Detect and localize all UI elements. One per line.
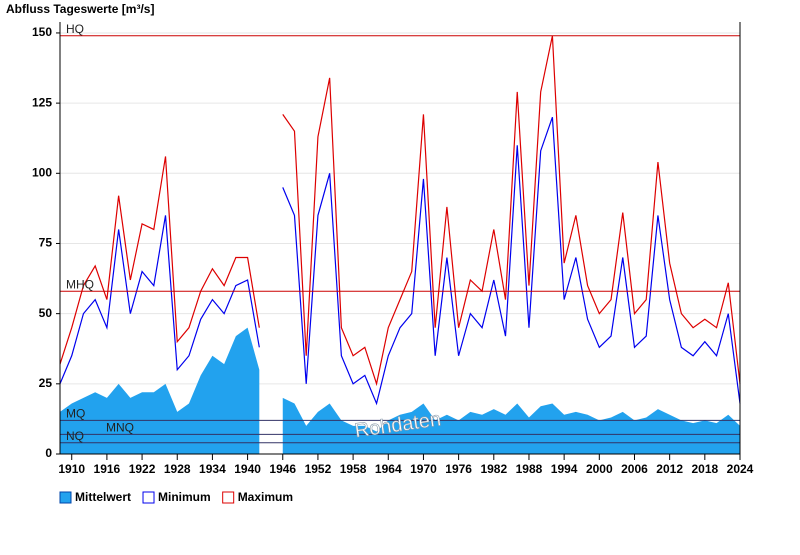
legend-label: Minimum xyxy=(158,490,211,504)
reference-label: MQ xyxy=(66,406,85,420)
x-tick-label: 1910 xyxy=(58,462,85,476)
x-tick-label: 2000 xyxy=(586,462,613,476)
reference-label: NQ xyxy=(66,429,84,443)
x-tick-label: 1976 xyxy=(445,462,472,476)
legend-item: Mittelwert xyxy=(59,490,131,504)
mean-area xyxy=(60,327,740,454)
y-tick-label: 150 xyxy=(32,25,52,39)
legend-swatch xyxy=(222,491,235,504)
legend-label: Maximum xyxy=(238,490,293,504)
legend-label: Mittelwert xyxy=(75,490,131,504)
x-tick-label: 1916 xyxy=(94,462,121,476)
y-tick-label: 75 xyxy=(39,236,53,250)
x-tick-label: 1982 xyxy=(480,462,507,476)
x-tick-label: 1988 xyxy=(516,462,543,476)
y-tick-label: 25 xyxy=(39,376,53,390)
x-tick-label: 1934 xyxy=(199,462,226,476)
legend-swatch xyxy=(59,491,72,504)
x-tick-label: 2012 xyxy=(656,462,683,476)
x-tick-label: 1946 xyxy=(269,462,296,476)
y-tick-label: 125 xyxy=(32,95,52,109)
x-tick-label: 1940 xyxy=(234,462,261,476)
x-tick-label: 2006 xyxy=(621,462,648,476)
x-tick-label: 2024 xyxy=(727,462,754,476)
series-line xyxy=(59,35,741,387)
x-tick-label: 1958 xyxy=(340,462,367,476)
x-tick-label: 1928 xyxy=(164,462,191,476)
chart-title: Abfluss Tageswerte [m³/s] xyxy=(6,2,154,16)
y-tick-label: 100 xyxy=(32,165,52,179)
x-tick-label: 2018 xyxy=(691,462,718,476)
legend-item: Minimum xyxy=(142,490,211,504)
x-tick-label: 1922 xyxy=(129,462,156,476)
y-tick-label: 0 xyxy=(45,446,52,460)
x-tick-label: 1970 xyxy=(410,462,437,476)
reference-label: HQ xyxy=(66,22,84,36)
y-tick-label: 50 xyxy=(39,306,53,320)
reference-label: MNQ xyxy=(106,421,134,435)
x-tick-label: 1952 xyxy=(305,462,332,476)
legend-item: Maximum xyxy=(222,490,293,504)
series-line xyxy=(59,116,741,406)
reference-label: MHQ xyxy=(66,277,94,291)
x-tick-label: 1964 xyxy=(375,462,402,476)
x-tick-label: 1994 xyxy=(551,462,578,476)
legend-swatch xyxy=(142,491,155,504)
